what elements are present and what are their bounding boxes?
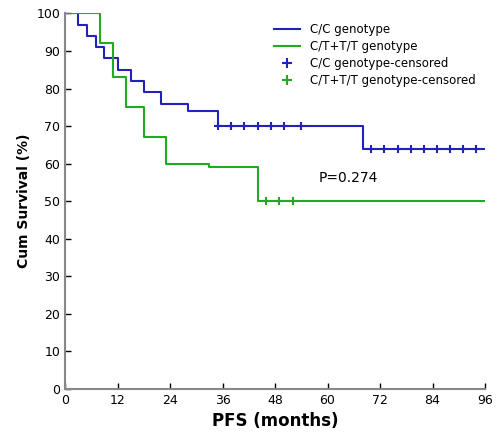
Legend: C/C genotype, C/T+T/T genotype, C/C genotype-censored, C/T+T/T genotype-censored: C/C genotype, C/T+T/T genotype, C/C geno…: [271, 19, 479, 91]
Text: P=0.274: P=0.274: [319, 171, 378, 186]
X-axis label: PFS (months): PFS (months): [212, 412, 338, 430]
Y-axis label: Cum Survival (%): Cum Survival (%): [16, 134, 30, 268]
